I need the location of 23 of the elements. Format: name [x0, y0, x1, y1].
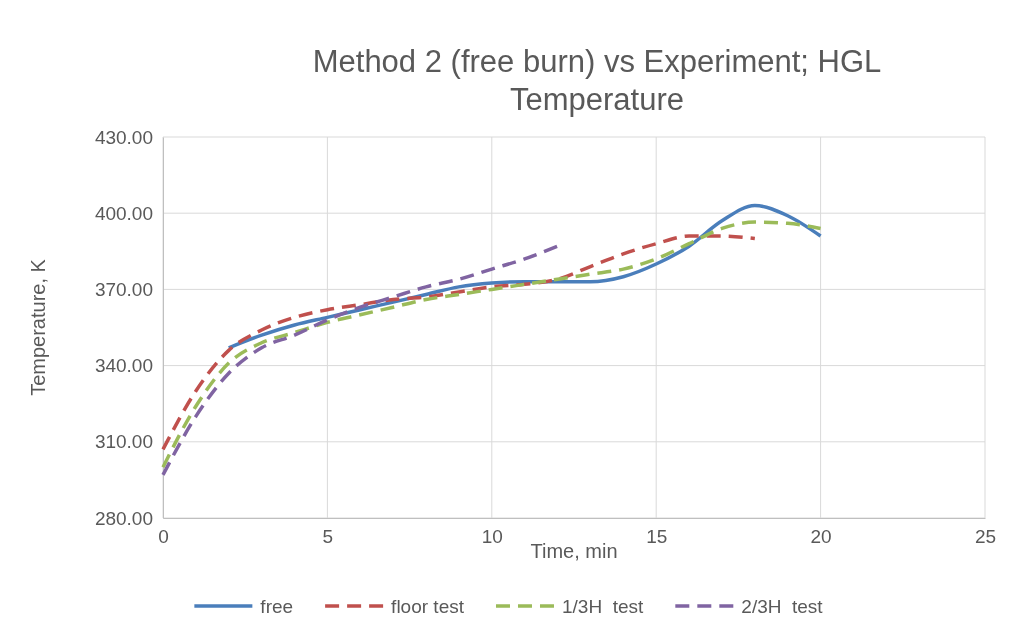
chart-title: Method 2 (free burn) vs Experiment; HGL Temperature	[312, 44, 882, 117]
y-axis-title: Temperature, K	[27, 258, 49, 396]
y-tick-label: 430.00	[94, 126, 153, 148]
x-tick-label: 10	[481, 526, 503, 548]
legend-label: free	[260, 596, 294, 617]
x-axis-title: Time, min	[530, 540, 618, 562]
line-series	[161, 234, 757, 452]
legend-label: 2/3H test	[741, 596, 824, 617]
x-tick-label: 5	[322, 526, 334, 548]
x-tick-label: 20	[810, 526, 832, 548]
x-tick-label: 25	[974, 526, 997, 548]
legend-label: 1/3H test	[561, 596, 645, 617]
y-tick-label: 370.00	[94, 278, 153, 300]
y-tick-label: 310.00	[94, 431, 153, 453]
line-series	[161, 220, 823, 469]
line-series	[161, 244, 560, 477]
y-tick-label: 280.00	[94, 507, 153, 529]
y-tick-label: 400.00	[94, 202, 153, 224]
line-series	[227, 203, 823, 350]
x-tick-label: 15	[646, 526, 668, 548]
legend-label: floor test	[391, 596, 465, 617]
x-tick-label: 0	[158, 526, 169, 548]
y-tick-label: 340.00	[94, 355, 153, 377]
